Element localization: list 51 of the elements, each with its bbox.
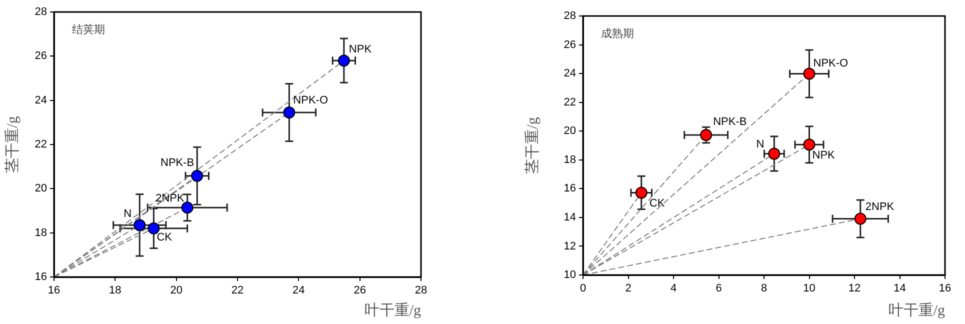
- x-tick-label: 20: [170, 284, 182, 297]
- x-tick-label: 16: [48, 284, 60, 297]
- y-tick-label: 12: [564, 240, 576, 252]
- annotation: N: [756, 138, 764, 151]
- annotation: N: [124, 208, 132, 220]
- x-tick-label: 14: [894, 282, 906, 295]
- x-tick-label: 4: [670, 282, 677, 295]
- y-tick-label: 28: [564, 10, 576, 22]
- annotation: CK: [649, 198, 666, 210]
- annotation: NPK-B: [713, 116, 747, 128]
- y-tick-label: 28: [34, 6, 47, 18]
- x-tick-label: 10: [803, 282, 816, 295]
- annotation: NPK: [812, 150, 836, 162]
- x-tick-label: 16: [938, 282, 952, 295]
- annotation: 2NPK: [865, 200, 895, 213]
- y-tick-label: 24: [34, 94, 47, 106]
- x-tick-label: 2: [625, 282, 632, 295]
- y-tick-label: 18: [564, 154, 576, 166]
- annotation: CK: [156, 231, 173, 244]
- x-axis-title: 叶干重/g: [364, 302, 422, 319]
- annotation: NPK-O: [293, 94, 328, 107]
- annotation: 2NPK: [156, 192, 185, 205]
- x-axis-title: 叶干重/g: [888, 302, 946, 319]
- x-tick-label: 22: [231, 284, 244, 297]
- y-tick-label: 22: [564, 96, 576, 108]
- annotation: NPK-B: [160, 156, 194, 169]
- y-tick-label: 10: [564, 269, 576, 282]
- x-tick-label: 24: [292, 284, 305, 297]
- x-tick-label: 28: [414, 284, 428, 297]
- y-axis-title: 茎干重/g: [524, 116, 541, 174]
- y-tick-label: 24: [564, 68, 576, 80]
- x-tick-label: 18: [109, 284, 122, 297]
- y-tick-label: 26: [564, 38, 576, 51]
- x-tick-label: 12: [848, 282, 861, 295]
- x-tick-label: 6: [716, 282, 722, 295]
- y-tick-label: 16: [564, 182, 576, 195]
- x-tick-label: 0: [580, 282, 586, 295]
- y-tick-label: 16: [34, 271, 47, 284]
- y-tick-label: 18: [34, 226, 47, 239]
- y-tick-label: 26: [34, 50, 47, 62]
- annotation: 结荚期: [72, 22, 105, 36]
- annotation: 成熟期: [601, 26, 634, 40]
- y-axis-title: 茎干重/g: [4, 116, 21, 173]
- y-tick-label: 22: [34, 138, 47, 151]
- annotation: NPK: [348, 44, 372, 56]
- x-tick-label: 26: [354, 284, 366, 297]
- x-tick-label: 8: [760, 282, 768, 295]
- y-tick-label: 20: [34, 182, 47, 195]
- annotation: NPK-O: [813, 58, 849, 70]
- y-tick-label: 20: [564, 125, 576, 138]
- y-tick-label: 14: [564, 211, 576, 224]
